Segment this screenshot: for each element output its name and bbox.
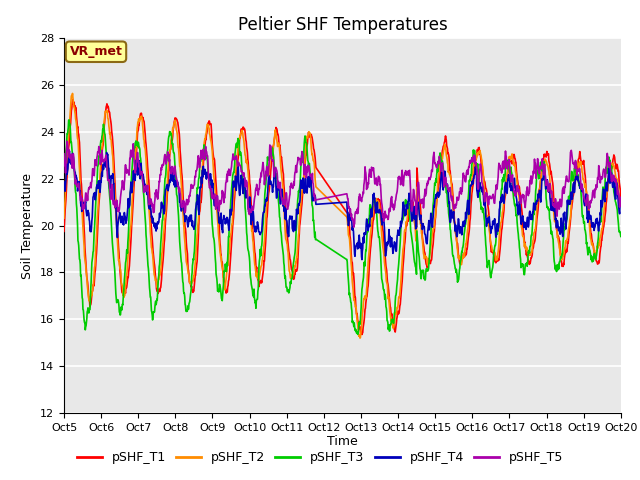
pSHF_T3	[65, 117, 73, 123]
pSHF_T2	[429, 225, 437, 230]
pSHF_T2	[617, 203, 625, 208]
Line: pSHF_T4: pSHF_T4	[64, 151, 621, 260]
pSHF_T2	[68, 91, 76, 96]
pSHF_T4	[184, 223, 192, 228]
pSHF_T1	[60, 228, 68, 234]
pSHF_T2	[246, 211, 254, 216]
pSHF_T3	[60, 161, 68, 167]
pSHF_T4	[552, 217, 559, 223]
pSHF_T3	[552, 266, 559, 272]
pSHF_T4	[358, 257, 366, 263]
Legend: pSHF_T1, pSHF_T2, pSHF_T3, pSHF_T4, pSHF_T5: pSHF_T1, pSHF_T2, pSHF_T3, pSHF_T4, pSHF…	[72, 446, 568, 469]
pSHF_T1	[171, 117, 179, 123]
pSHF_T3	[354, 332, 362, 337]
pSHF_T5	[184, 197, 192, 203]
pSHF_T5	[429, 153, 437, 158]
Line: pSHF_T3: pSHF_T3	[64, 120, 621, 335]
pSHF_T2	[502, 178, 510, 184]
pSHF_T4	[65, 148, 73, 154]
pSHF_T4	[617, 197, 625, 203]
Text: VR_met: VR_met	[70, 45, 122, 58]
pSHF_T4	[502, 189, 510, 195]
pSHF_T5	[246, 209, 254, 215]
pSHF_T4	[246, 203, 254, 208]
pSHF_T1	[69, 96, 77, 102]
pSHF_T3	[617, 234, 625, 240]
pSHF_T2	[356, 335, 364, 341]
Line: pSHF_T1: pSHF_T1	[64, 99, 621, 335]
pSHF_T2	[171, 119, 179, 125]
Title: Peltier SHF Temperatures: Peltier SHF Temperatures	[237, 16, 447, 34]
pSHF_T1	[502, 180, 510, 185]
pSHF_T3	[171, 157, 179, 163]
pSHF_T2	[552, 219, 559, 225]
pSHF_T1	[552, 215, 559, 220]
Line: pSHF_T5: pSHF_T5	[64, 141, 621, 227]
pSHF_T1	[184, 266, 192, 272]
pSHF_T4	[429, 210, 437, 216]
pSHF_T4	[60, 179, 68, 185]
pSHF_T2	[184, 271, 192, 276]
pSHF_T5	[552, 196, 559, 202]
pSHF_T2	[60, 215, 68, 221]
pSHF_T5	[60, 151, 68, 156]
Line: pSHF_T2: pSHF_T2	[64, 94, 621, 338]
pSHF_T3	[429, 199, 437, 204]
pSHF_T5	[617, 194, 625, 200]
pSHF_T3	[184, 306, 192, 312]
pSHF_T5	[350, 224, 358, 230]
pSHF_T3	[502, 160, 510, 166]
pSHF_T1	[358, 332, 366, 337]
pSHF_T4	[171, 177, 179, 183]
pSHF_T5	[171, 163, 179, 169]
pSHF_T5	[63, 138, 71, 144]
Y-axis label: Soil Temperature: Soil Temperature	[22, 173, 35, 278]
pSHF_T1	[429, 236, 437, 241]
pSHF_T5	[502, 154, 510, 159]
pSHF_T1	[617, 194, 625, 200]
pSHF_T1	[246, 189, 254, 195]
X-axis label: Time: Time	[327, 435, 358, 448]
pSHF_T3	[246, 275, 254, 280]
